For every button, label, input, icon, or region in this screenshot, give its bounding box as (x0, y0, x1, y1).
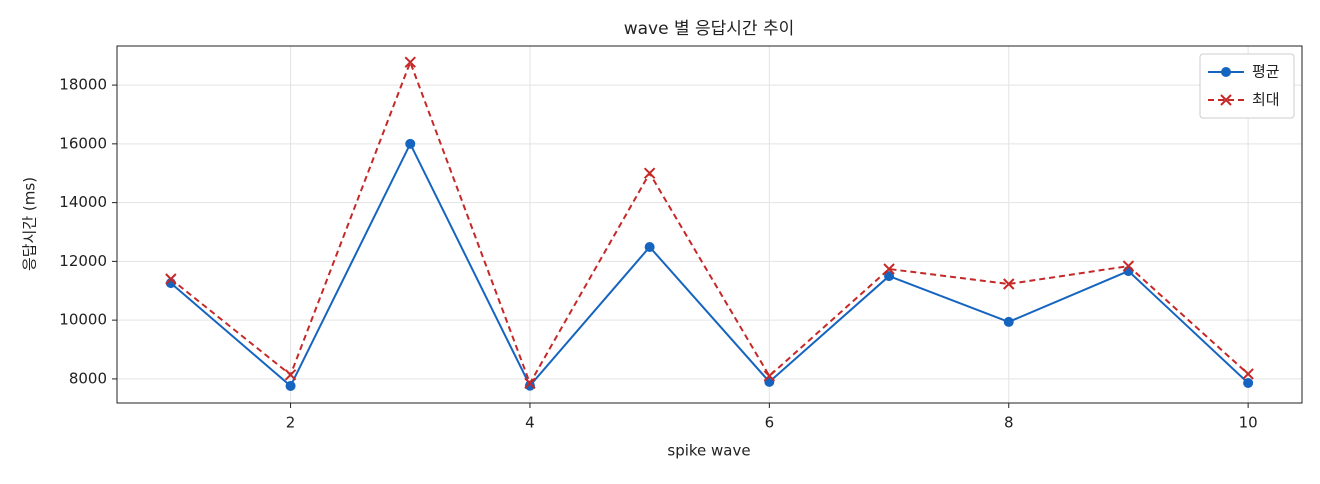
y-tick-label: 12000 (59, 252, 107, 270)
chart-title: wave 별 응답시간 추이 (624, 19, 795, 39)
x-axis-label: spike wave (667, 442, 750, 460)
data-point (884, 271, 895, 282)
data-point (1003, 316, 1014, 327)
x-tick-label: 8 (1004, 414, 1014, 432)
data-point (404, 56, 416, 68)
x-tick-label: 2 (286, 414, 296, 432)
data-point (405, 138, 416, 149)
y-tick-label: 18000 (59, 76, 107, 94)
y-axis-label: 응답시간 (ms) (21, 177, 39, 271)
legend-label: 평균 (1252, 63, 1280, 81)
data-point (1243, 378, 1254, 389)
y-tick-label: 14000 (59, 193, 107, 211)
legend-marker (1221, 67, 1231, 77)
data-point (883, 263, 895, 275)
x-tick-label: 6 (765, 414, 775, 432)
legend-marker (1220, 94, 1232, 106)
series-line (170, 141, 1249, 388)
data-point (763, 370, 776, 382)
data-point (1122, 260, 1135, 272)
y-tick-label: 10000 (59, 311, 107, 329)
legend-box (1199, 53, 1295, 119)
x-tick-label: 4 (525, 414, 535, 432)
data-point (524, 380, 535, 391)
legend-label: 최대 (1252, 91, 1280, 109)
data-point (644, 241, 655, 252)
y-tick-label: 8000 (69, 369, 107, 387)
data-point (1123, 266, 1134, 277)
series-line (170, 59, 1249, 386)
data-point (1003, 278, 1015, 290)
x-tick-label: 10 (1239, 414, 1258, 432)
data-point (165, 273, 177, 285)
data-point (524, 377, 536, 390)
data-point (1242, 368, 1254, 380)
data-point (643, 167, 656, 179)
data-point (284, 369, 297, 381)
data-point (285, 380, 296, 391)
y-tick-label: 16000 (59, 134, 107, 152)
plot-frame (116, 45, 1303, 404)
